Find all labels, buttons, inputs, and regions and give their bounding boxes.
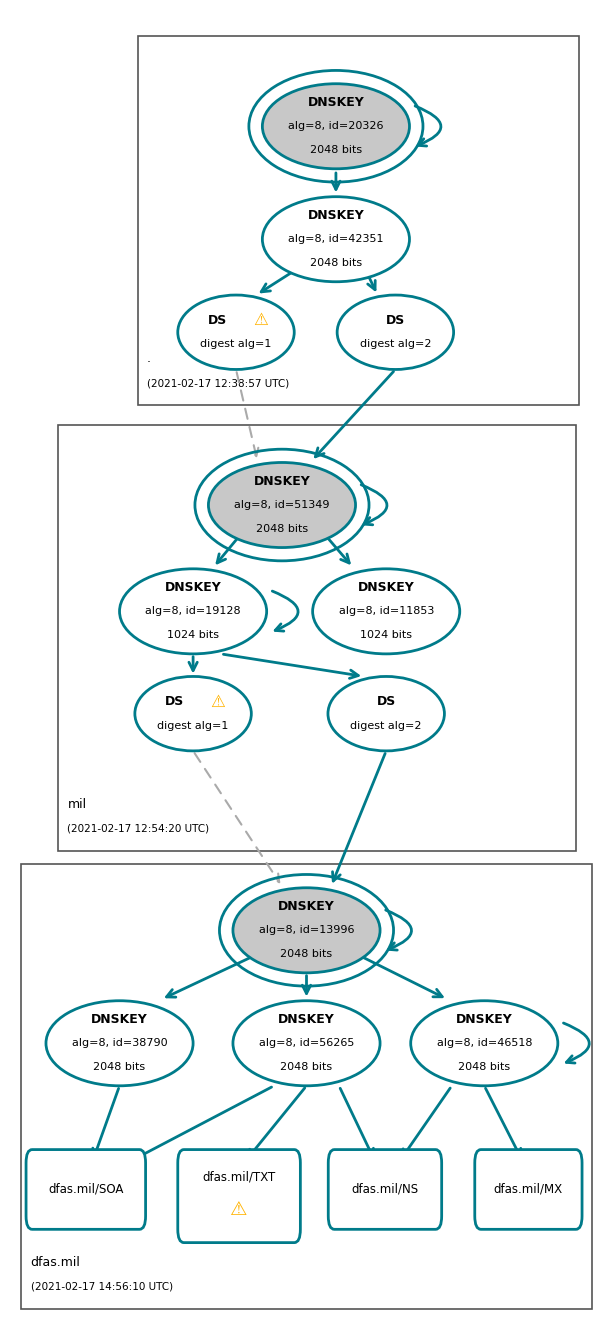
Text: DNSKEY: DNSKEY bbox=[278, 1013, 335, 1026]
Text: alg=8, id=19128: alg=8, id=19128 bbox=[145, 606, 241, 617]
Text: ⚠: ⚠ bbox=[230, 1200, 248, 1219]
Ellipse shape bbox=[262, 197, 409, 282]
Text: DS: DS bbox=[376, 695, 396, 708]
FancyBboxPatch shape bbox=[26, 1150, 146, 1229]
Text: DS: DS bbox=[386, 314, 405, 327]
Text: mil: mil bbox=[67, 797, 86, 811]
Ellipse shape bbox=[233, 888, 380, 973]
Text: dfas.mil/MX: dfas.mil/MX bbox=[494, 1183, 563, 1196]
Text: 2048 bits: 2048 bits bbox=[93, 1062, 146, 1073]
FancyBboxPatch shape bbox=[474, 1150, 582, 1229]
Text: dfas.mil/SOA: dfas.mil/SOA bbox=[48, 1183, 123, 1196]
Text: DS: DS bbox=[165, 695, 185, 708]
Text: (2021-02-17 12:38:57 UTC): (2021-02-17 12:38:57 UTC) bbox=[147, 377, 289, 388]
Text: DNSKEY: DNSKEY bbox=[278, 900, 335, 913]
Text: 1024 bits: 1024 bits bbox=[360, 630, 412, 641]
Text: 1024 bits: 1024 bits bbox=[167, 630, 219, 641]
Ellipse shape bbox=[337, 295, 454, 369]
Text: DS: DS bbox=[208, 314, 227, 327]
Ellipse shape bbox=[46, 1001, 193, 1086]
Text: 2048 bits: 2048 bits bbox=[458, 1062, 511, 1073]
Text: alg=8, id=46518: alg=8, id=46518 bbox=[436, 1038, 532, 1049]
Ellipse shape bbox=[328, 676, 444, 751]
Text: alg=8, id=38790: alg=8, id=38790 bbox=[72, 1038, 167, 1049]
Text: alg=8, id=11853: alg=8, id=11853 bbox=[338, 606, 434, 617]
Text: DNSKEY: DNSKEY bbox=[456, 1013, 512, 1026]
Text: alg=8, id=51349: alg=8, id=51349 bbox=[234, 500, 330, 510]
Text: alg=8, id=20326: alg=8, id=20326 bbox=[288, 121, 384, 132]
Text: alg=8, id=13996: alg=8, id=13996 bbox=[259, 925, 354, 936]
Text: 2048 bits: 2048 bits bbox=[310, 258, 362, 268]
Text: 2048 bits: 2048 bits bbox=[280, 1062, 333, 1073]
FancyBboxPatch shape bbox=[329, 1150, 441, 1229]
Text: (2021-02-17 12:54:20 UTC): (2021-02-17 12:54:20 UTC) bbox=[67, 823, 210, 833]
Text: alg=8, id=42351: alg=8, id=42351 bbox=[288, 234, 384, 245]
FancyBboxPatch shape bbox=[21, 864, 592, 1309]
Ellipse shape bbox=[120, 569, 267, 654]
Text: digest alg=2: digest alg=2 bbox=[360, 339, 431, 350]
Text: DNSKEY: DNSKEY bbox=[308, 209, 364, 222]
Text: digest alg=2: digest alg=2 bbox=[351, 720, 422, 731]
Text: DNSKEY: DNSKEY bbox=[165, 581, 221, 594]
Ellipse shape bbox=[208, 462, 356, 548]
Text: digest alg=1: digest alg=1 bbox=[200, 339, 272, 350]
Text: (2021-02-17 14:56:10 UTC): (2021-02-17 14:56:10 UTC) bbox=[31, 1281, 173, 1292]
Text: dfas.mil: dfas.mil bbox=[31, 1256, 80, 1269]
FancyBboxPatch shape bbox=[178, 1150, 300, 1243]
Text: dfas.mil/TXT: dfas.mil/TXT bbox=[202, 1171, 276, 1184]
Text: DNSKEY: DNSKEY bbox=[254, 474, 310, 488]
Ellipse shape bbox=[411, 1001, 558, 1086]
Text: .: . bbox=[147, 352, 151, 365]
Text: DNSKEY: DNSKEY bbox=[91, 1013, 148, 1026]
Text: ⚠: ⚠ bbox=[210, 692, 225, 711]
FancyBboxPatch shape bbox=[138, 36, 579, 405]
Text: 2048 bits: 2048 bits bbox=[280, 949, 333, 960]
Text: DNSKEY: DNSKEY bbox=[358, 581, 414, 594]
Ellipse shape bbox=[178, 295, 294, 369]
Text: DNSKEY: DNSKEY bbox=[308, 96, 364, 109]
Ellipse shape bbox=[262, 84, 409, 169]
Ellipse shape bbox=[233, 1001, 380, 1086]
Ellipse shape bbox=[135, 676, 251, 751]
Text: 2048 bits: 2048 bits bbox=[256, 524, 308, 534]
Text: digest alg=1: digest alg=1 bbox=[158, 720, 229, 731]
Text: alg=8, id=56265: alg=8, id=56265 bbox=[259, 1038, 354, 1049]
Text: 2048 bits: 2048 bits bbox=[310, 145, 362, 155]
Ellipse shape bbox=[313, 569, 460, 654]
FancyBboxPatch shape bbox=[58, 425, 576, 851]
Text: dfas.mil/NS: dfas.mil/NS bbox=[351, 1183, 419, 1196]
Text: ⚠: ⚠ bbox=[253, 311, 268, 330]
